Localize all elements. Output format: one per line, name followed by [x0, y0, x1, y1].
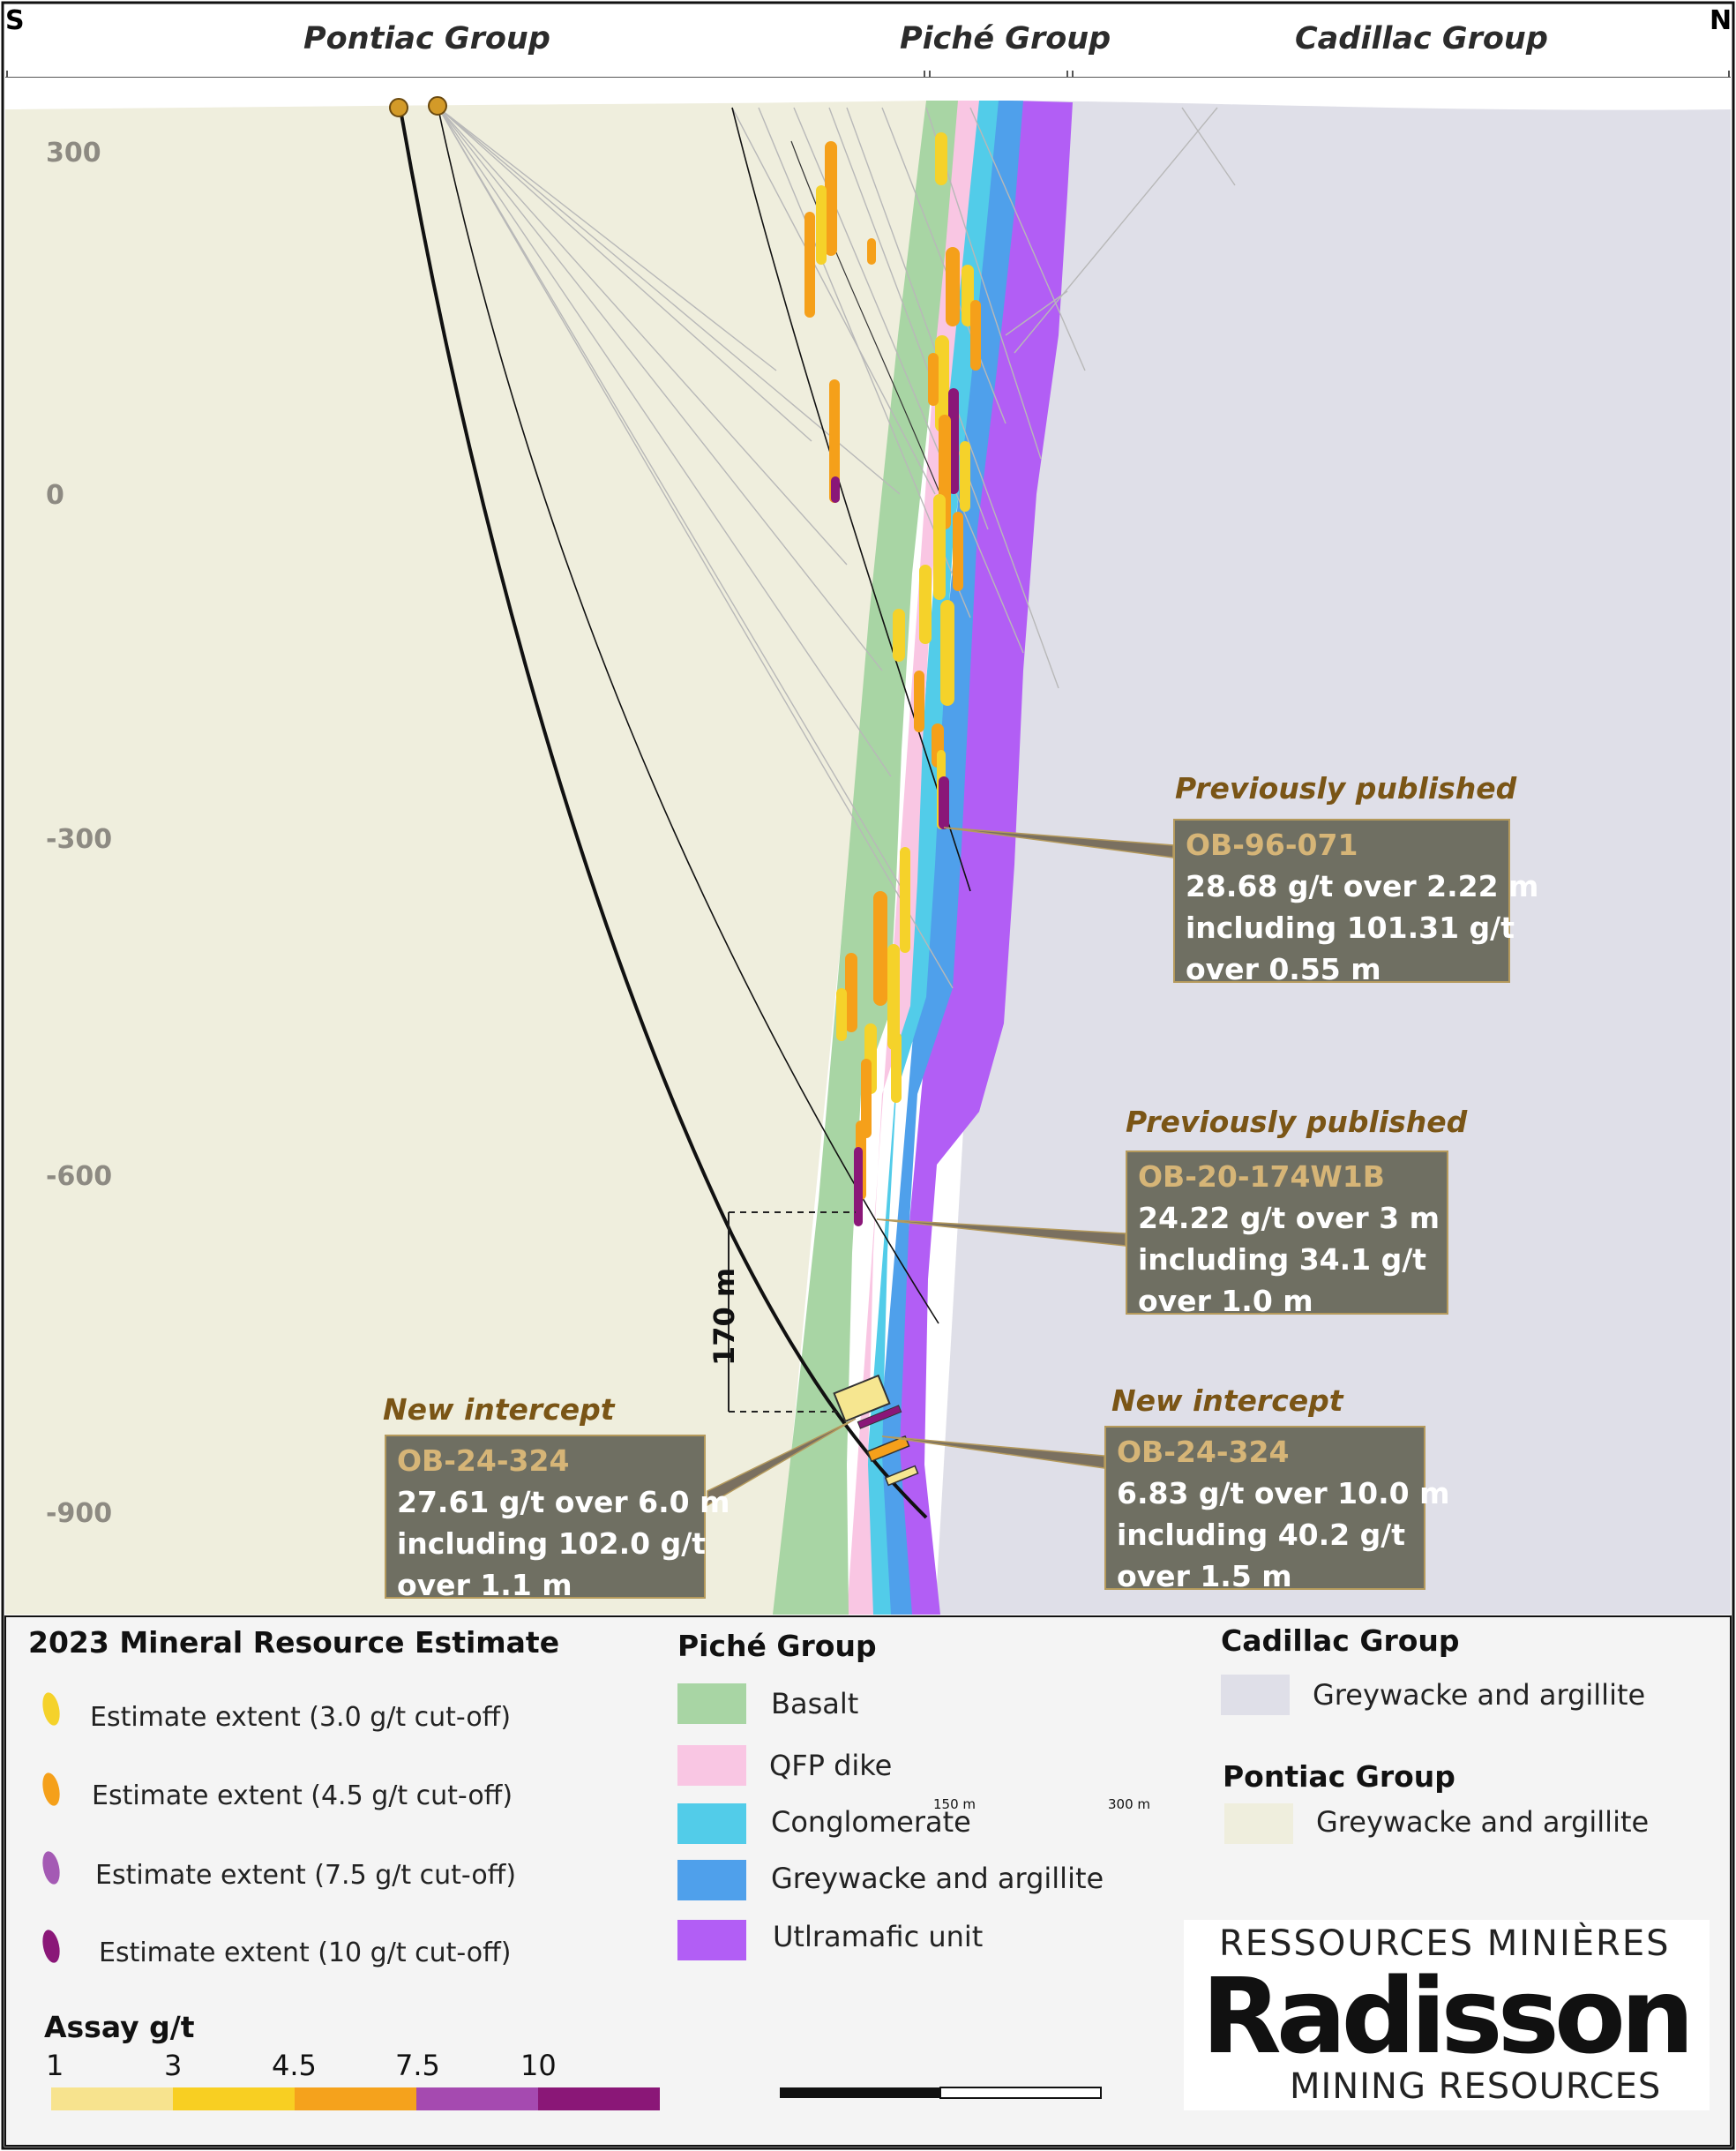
conglomerate-label: Conglomerate [771, 1805, 971, 1839]
callout-line: over 0.55 m [1186, 952, 1381, 986]
elevation-label: 300 [46, 138, 101, 169]
estimate-label: Estimate extent (4.5 g/t cut-off) [92, 1780, 513, 1811]
estimate-lenses [804, 132, 981, 1226]
estimate-glyphs [42, 1692, 60, 1963]
estimate-label: Estimate extent (3.0 g/t cut-off) [90, 1702, 512, 1733]
basalt-swatch [677, 1683, 746, 1724]
greywacke-label: Greywacke and argillite [771, 1862, 1104, 1895]
logo-wordmark: Radisson [1201, 1955, 1695, 2077]
basalt-band [773, 101, 958, 1615]
hole-id: OB-24-324 [1117, 1435, 1290, 1469]
cadillac-header: Cadillac Group [1295, 21, 1548, 56]
elevation-label: 0 [46, 480, 64, 511]
cadillac-unit-label: Greywacke and argillite [1313, 1678, 1646, 1712]
hole-id: OB-20-174W1B [1138, 1159, 1385, 1194]
south-direction: S [5, 5, 25, 36]
callout-line: including 101.31 g/t [1186, 911, 1515, 945]
elevation-label: -900 [46, 1498, 113, 1529]
intercept-markers [833, 1374, 919, 1487]
piche-legend-title: Piché Group [677, 1629, 877, 1663]
conglomerate-swatch [677, 1803, 746, 1844]
elevation-label: -600 [46, 1161, 113, 1192]
drill-hole-main [399, 109, 928, 1519]
callout-line: 24.22 g/t over 3 m [1138, 1201, 1440, 1235]
ultramafic-band [873, 101, 1073, 1615]
pontiac-legend-title: Pontiac Group [1223, 1759, 1455, 1794]
callout-line: over 1.1 m [397, 1568, 572, 1602]
assay-bar [51, 2087, 660, 2110]
pontiac-unit-area [5, 101, 926, 1615]
callout-ob-20-174w1b: OB-20-174W1B 24.22 g/t over 3 m includin… [1126, 1150, 1448, 1318]
callout-leaders [707, 827, 1174, 1507]
qfp-label: QFP dike [769, 1749, 893, 1782]
assay-tick: 1 [46, 2049, 64, 2082]
callout-line: 27.61 g/t over 6.0 m [397, 1485, 730, 1519]
callout-line: including 102.0 g/t [397, 1526, 707, 1561]
drill-hole-secondary [438, 109, 939, 1324]
estimate-legend-title: 2023 Mineral Resource Estimate [28, 1625, 560, 1660]
estimate-extent-7-5-glyph [42, 1851, 60, 1885]
callout-line: including 34.1 g/t [1138, 1242, 1427, 1277]
assay-tick: 4.5 [272, 2049, 317, 2082]
logo-bottom-text: MINING RESOURCES [1290, 2066, 1662, 2107]
greywacke-swatch [677, 1860, 746, 1900]
ultramafic-swatch [677, 1920, 746, 1960]
collar-marker [389, 98, 408, 117]
callout-line: 6.83 g/t over 10.0 m [1117, 1476, 1450, 1510]
greywacke-band [864, 101, 1023, 1615]
estimate-extent-10-glyph [42, 1930, 60, 1963]
radisson-logo: RESSOURCES MINIÈRES Radisson MINING RESO… [1184, 1920, 1710, 2110]
estimate-label: Estimate extent (10 g/t cut-off) [99, 1937, 512, 1968]
cadillac-swatch [1221, 1675, 1290, 1715]
dimension-170m [728, 1211, 856, 1413]
cadillac-legend-title: Cadillac Group [1221, 1623, 1460, 1658]
hole-id: OB-96-071 [1186, 828, 1358, 862]
assay-title: Assay g/t [44, 2010, 195, 2044]
pontiac-swatch [1224, 1803, 1293, 1844]
estimate-label: Estimate extent (7.5 g/t cut-off) [95, 1860, 517, 1891]
estimate-extent-3-glyph [42, 1692, 60, 1726]
scale-label: 150 m [933, 1796, 976, 1812]
piche-header: Piché Group [900, 21, 1111, 56]
callout-line: 28.68 g/t over 2.22 m [1186, 869, 1539, 903]
pontiac-header: Pontiac Group [303, 21, 550, 56]
callout-line: over 1.0 m [1138, 1284, 1313, 1318]
qfp-swatch [677, 1745, 746, 1786]
collar-marker [428, 96, 447, 116]
callout-ob-24-324-upper: OB-24-324 27.61 g/t over 6.0 m including… [385, 1435, 730, 1602]
hole-id: OB-24-324 [397, 1443, 570, 1478]
dimension-label: 170 m [707, 1267, 741, 1366]
elevation-label: -300 [46, 824, 113, 855]
scale-label: 300 m [1108, 1796, 1151, 1812]
assay-tick: 10 [520, 2049, 557, 2082]
qfp-band [847, 101, 979, 1615]
scale-bar [780, 2087, 1102, 2099]
assay-tick: 3 [164, 2049, 183, 2082]
callout-tag: Previously published [1126, 1105, 1468, 1139]
logo-top-text: RESSOURCES MINIÈRES [1219, 1923, 1671, 1964]
estimate-extent-4-5-glyph [42, 1773, 60, 1806]
callout-tag: Previously published [1175, 771, 1517, 806]
callout-line: including 40.2 g/t [1117, 1518, 1406, 1552]
ultramafic-label: Utlramafic unit [773, 1920, 984, 1953]
pontiac-unit-label: Greywacke and argillite [1316, 1805, 1650, 1839]
callout-line: over 1.5 m [1117, 1559, 1292, 1593]
callout-ob-96-071: OB-96-071 28.68 g/t over 2.22 m includin… [1173, 819, 1539, 986]
basalt-label: Basalt [771, 1687, 859, 1720]
north-direction: N [1710, 5, 1732, 36]
assay-tick: 7.5 [395, 2049, 440, 2082]
callout-ob-24-324-lower: OB-24-324 6.83 g/t over 10.0 m including… [1104, 1426, 1450, 1593]
conglomerate-band [856, 101, 999, 1615]
callout-tag: New intercept [1111, 1383, 1343, 1418]
callout-tag: New intercept [383, 1392, 615, 1427]
